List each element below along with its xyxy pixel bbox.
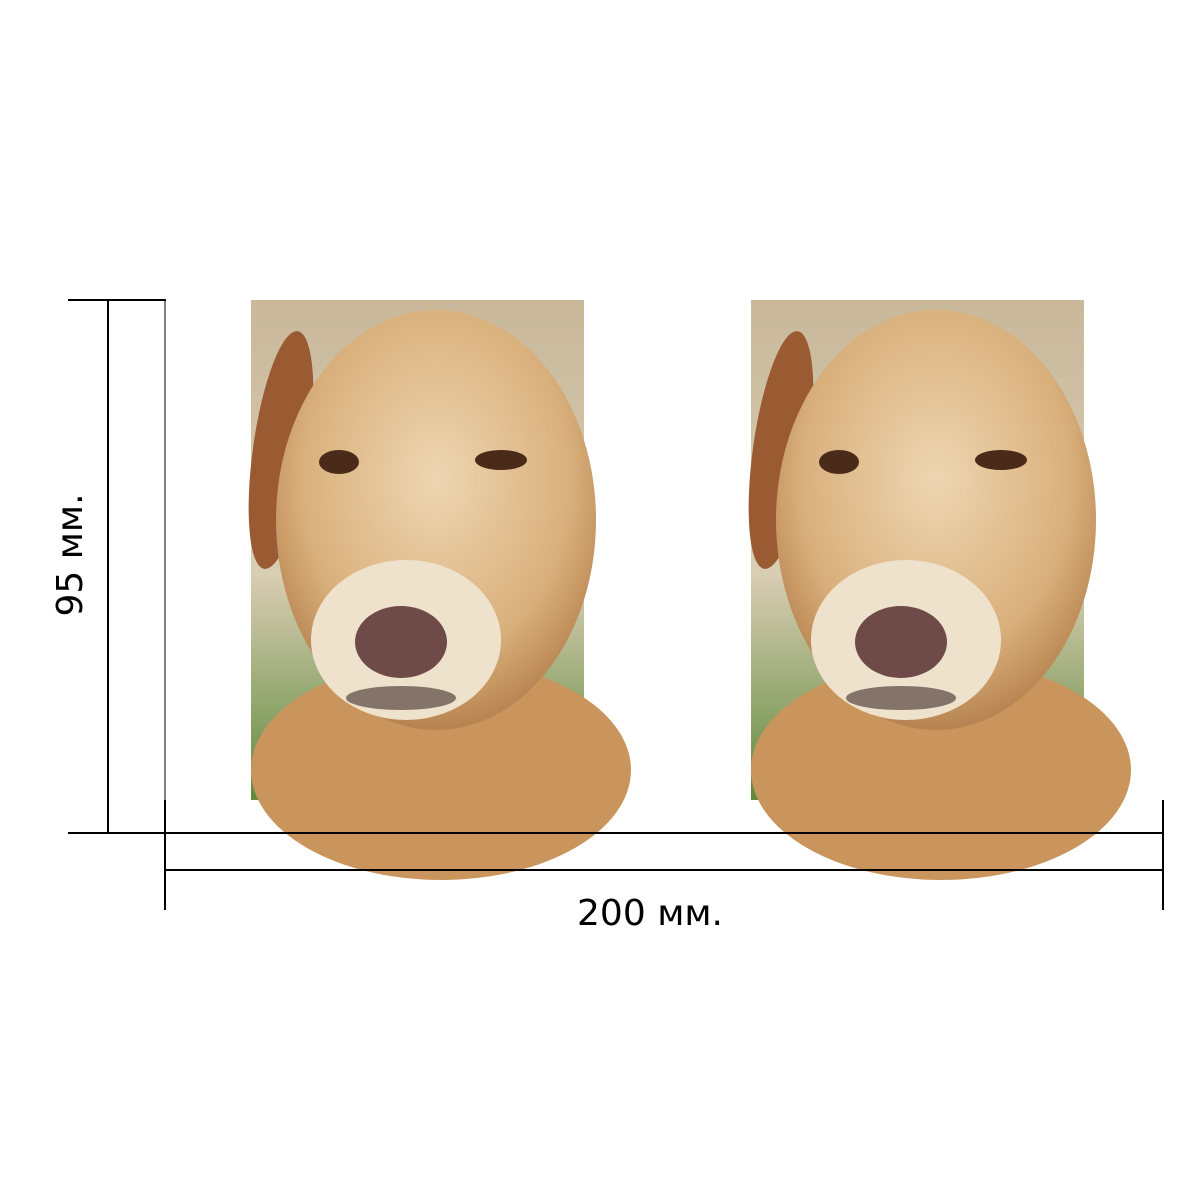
- height-label: 95 мм.: [50, 493, 91, 616]
- width-dimension: 200 мм.: [164, 800, 1164, 934]
- product-photo: [236, 300, 631, 880]
- product-photo: [736, 300, 1131, 880]
- height-dimension: 95 мм.: [50, 299, 166, 834]
- width-label: 200 мм.: [577, 893, 723, 934]
